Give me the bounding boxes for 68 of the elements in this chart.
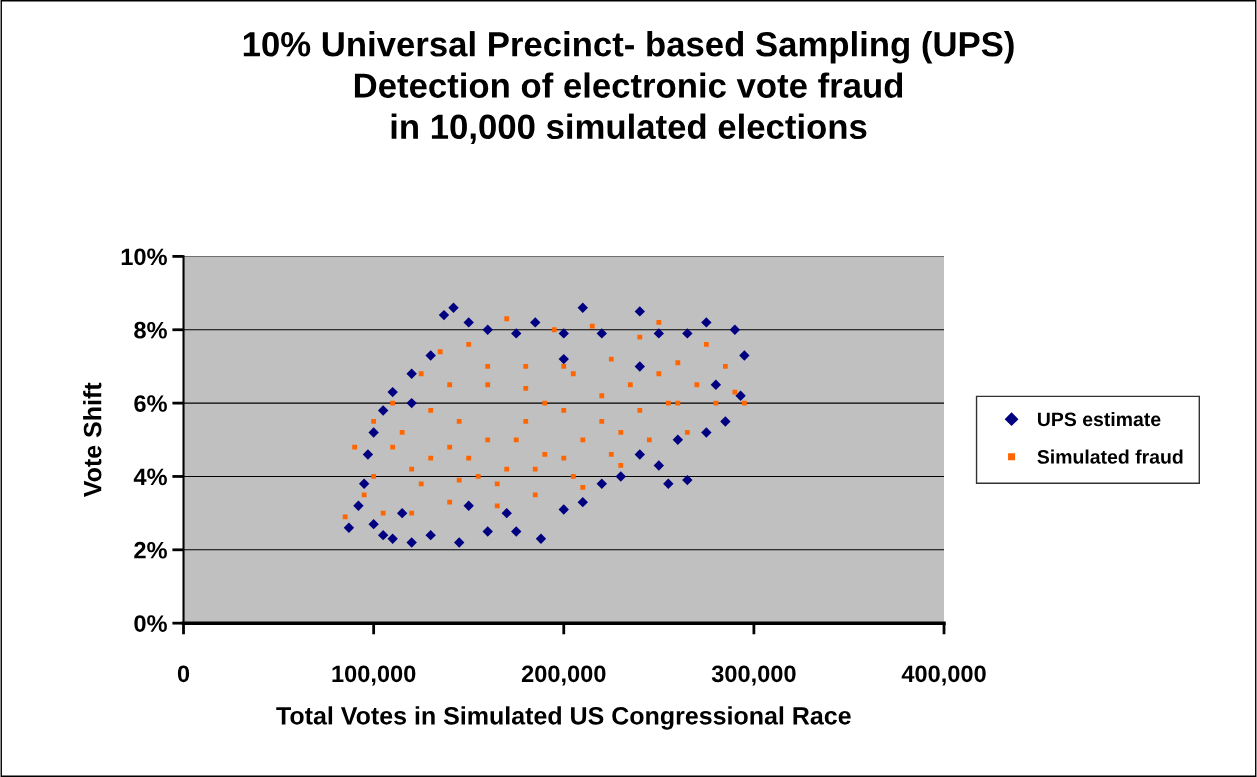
point <box>653 460 665 471</box>
point <box>511 328 522 339</box>
point <box>406 368 417 379</box>
point <box>454 537 465 548</box>
point <box>463 500 474 511</box>
point <box>406 537 417 548</box>
point <box>710 379 722 390</box>
point <box>720 416 731 427</box>
point <box>634 306 646 317</box>
point <box>396 507 408 519</box>
point <box>634 449 646 460</box>
point <box>368 427 379 438</box>
point <box>406 397 417 409</box>
point <box>530 317 541 328</box>
point <box>463 317 474 328</box>
point <box>577 496 588 508</box>
point <box>425 529 436 541</box>
x-tick-label: 400,000 <box>901 665 986 686</box>
point <box>558 328 569 339</box>
y-axis-title: Vote Shift <box>83 382 102 498</box>
x-tick-label: 0 <box>177 665 190 683</box>
y-tick-label: 4% <box>133 468 167 486</box>
x-tick-label: 300,000 <box>711 665 796 686</box>
point <box>438 309 450 321</box>
chart-title: 10% Universal Precinct- based Sampling (UPS) Detection of electronic vote fraud in 10,000 simulated elections <box>243 31 1014 145</box>
legend-label: Simulated fraud <box>1037 449 1183 464</box>
point <box>353 500 364 511</box>
point <box>615 471 626 482</box>
point <box>535 533 547 544</box>
x-tick-label: 200,000 <box>521 665 606 686</box>
point <box>482 526 493 537</box>
point <box>663 478 674 489</box>
point <box>377 529 389 541</box>
point <box>368 518 379 530</box>
point <box>701 427 712 438</box>
point <box>387 533 398 544</box>
point <box>343 522 355 533</box>
y-tick-label: 2% <box>134 541 167 559</box>
point <box>653 328 665 339</box>
point <box>577 302 588 313</box>
legend-label: UPS estimate <box>1037 411 1161 427</box>
x-axis-title: Total Votes in Simulated US Congressional Race <box>276 706 851 730</box>
point <box>377 405 389 416</box>
point <box>735 390 746 401</box>
point <box>682 474 693 486</box>
point <box>511 526 522 537</box>
point <box>387 386 398 398</box>
point <box>701 317 712 328</box>
point <box>482 324 493 335</box>
point <box>358 478 370 489</box>
x-tick-label: 100,000 <box>332 665 416 686</box>
point <box>558 353 569 365</box>
point <box>558 504 569 515</box>
point <box>501 507 512 519</box>
point <box>425 350 436 361</box>
point <box>448 302 459 313</box>
point <box>682 328 693 339</box>
point <box>634 361 646 372</box>
point <box>672 434 684 445</box>
point <box>729 324 741 335</box>
point <box>596 328 607 339</box>
point <box>596 478 607 489</box>
point <box>362 449 374 460</box>
y-tick-label: 8% <box>134 321 167 339</box>
y-tick-label: 10% <box>121 248 167 266</box>
y-tick-label: 6% <box>134 395 167 412</box>
point <box>739 350 750 361</box>
y-tick-label: 0% <box>134 615 167 632</box>
